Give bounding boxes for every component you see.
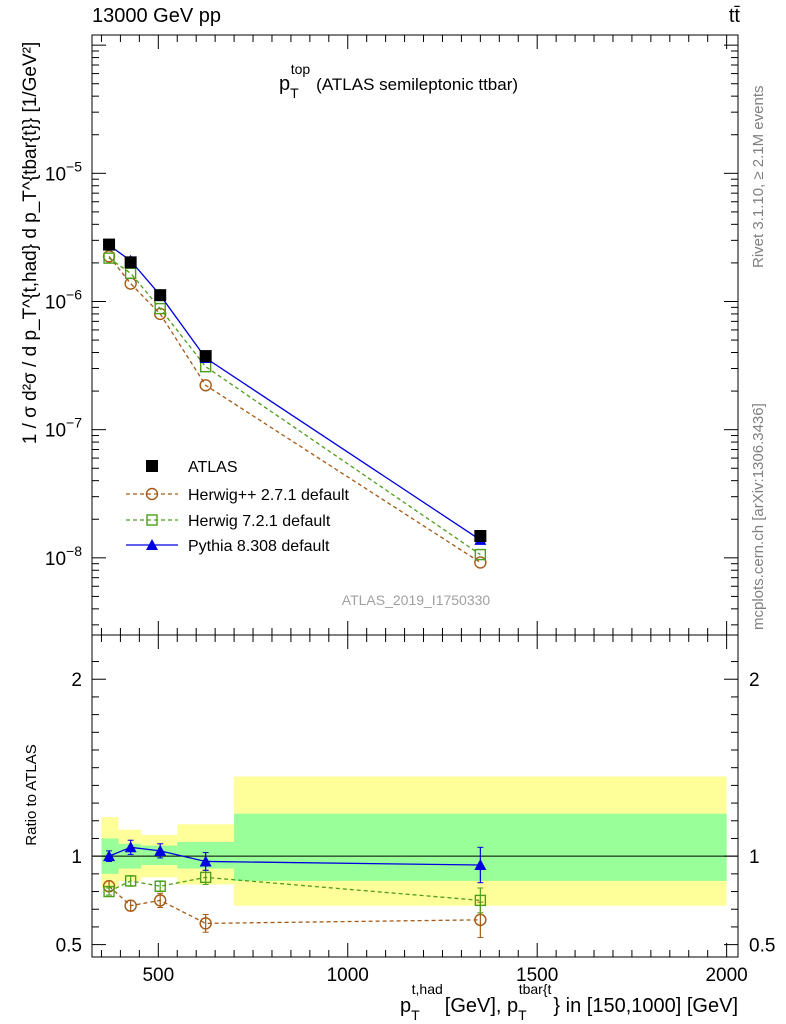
x-tick-label: 2000 <box>705 965 747 986</box>
header-right: tt̄ <box>729 5 741 27</box>
data-point-1 <box>199 379 212 392</box>
ratio-xlabel: pTt,had[GeV], pTtbar{t} in [150,1000] [G… <box>400 981 738 1023</box>
x-tick-label: 1000 <box>327 965 369 986</box>
ratio-y-tick-label: 1 <box>71 847 82 868</box>
data-point-1 <box>474 556 487 569</box>
xlabel-sup2: tbar{t <box>519 981 552 997</box>
xlabel-p1: p <box>400 995 411 1017</box>
legend-label: Pythia 8.308 default <box>188 538 330 555</box>
y-tick-base: 10 <box>45 164 66 185</box>
ratio-point-0 <box>153 894 167 907</box>
ratio-y-tick-label: 2 <box>749 670 760 691</box>
xlabel-mid: [GeV], p <box>445 995 518 1017</box>
y-tick-exp: −6 <box>66 286 82 302</box>
y-tick-base: 10 <box>45 292 66 313</box>
data-point-0 <box>199 350 212 363</box>
title-sub: T <box>290 85 299 101</box>
ratio-point-2 <box>474 859 487 870</box>
ratio-point-0 <box>474 913 487 927</box>
data-point-1 <box>124 277 137 290</box>
x-tick-label: 500 <box>142 965 174 986</box>
ratio-y-tick-label: 1 <box>749 847 760 868</box>
data-point-2 <box>154 302 166 315</box>
y-tick-base: 10 <box>45 421 66 442</box>
ratio-series <box>102 839 487 939</box>
y-tick-label: 10−5 <box>45 158 82 185</box>
ratio-ylabel: Ratio to ATLAS <box>23 744 40 845</box>
data-point-2 <box>103 252 115 264</box>
xlabel-sup1: t,had <box>412 981 443 997</box>
x-tick-label: 1500 <box>516 965 558 986</box>
title-p: p <box>279 73 290 95</box>
y-tick-label: 10−7 <box>45 415 82 442</box>
xlabel-rest-text: in [150,1000] [GeV] <box>566 995 738 1017</box>
ratio-point-1 <box>474 894 487 907</box>
legend-label: ATLAS <box>188 459 238 476</box>
watermark: ATLAS_2019_I1750330 <box>342 592 491 608</box>
data-point-0 <box>154 289 167 302</box>
ratio-y-tick-label: 0.5 <box>749 936 775 957</box>
header-left: 13000 GeV pp <box>92 5 221 27</box>
data-point-2 <box>474 548 487 561</box>
y-tick-base: 10 <box>45 549 66 570</box>
ratio-point-1 <box>199 871 212 884</box>
ratio-point-1 <box>124 875 137 887</box>
data-point-0 <box>474 530 487 543</box>
data-point-0 <box>124 256 137 269</box>
ratio-line-1 <box>108 876 481 902</box>
legend: ATLAS Herwig++ 2.7.1 default Herwig 7.2.1 … <box>126 459 350 555</box>
ratio-y-tick-label: 2 <box>71 670 82 691</box>
ratio-point-1 <box>154 880 166 892</box>
ratio-panel: 0.5 0.5 1 1 2 2 500 1000 1500 2000 Ratio to ATLAS… <box>23 634 775 1023</box>
legend-marker <box>146 514 158 526</box>
main-ticks: 10−810−710−610−5 <box>45 35 738 635</box>
series-line-2 <box>108 257 481 556</box>
ratio-point-1 <box>103 885 115 898</box>
y-tick-exp: −5 <box>66 158 82 174</box>
legend-label: Herwig 7.2.1 default <box>188 513 331 530</box>
y-tick-exp: −8 <box>66 543 82 559</box>
y-tick-exp: −7 <box>66 415 82 431</box>
title-sup: top <box>291 61 311 77</box>
main-series <box>102 238 487 569</box>
xlabel-sub1: T <box>411 1007 420 1023</box>
y-tick-label: 10−8 <box>45 543 82 570</box>
xlabel-sub2: T <box>518 1007 527 1023</box>
legend-label: Herwig++ 2.7.1 default <box>188 487 350 504</box>
ratio-point-2 <box>103 850 116 862</box>
y-tick-label: 10−6 <box>45 286 82 313</box>
main-title: pTtop (ATLAS semileptonic ttbar) <box>279 61 518 101</box>
ratio-bands <box>92 776 738 906</box>
title-rest: (ATLAS semileptonic ttbar) <box>316 75 518 94</box>
main-ylabel: 1 / σ d²σ / d p_T^{t,had} d p_T^{tbar{t}… <box>20 42 41 445</box>
ratio-point-0 <box>124 899 137 912</box>
legend-marker <box>146 539 158 550</box>
ratio-point-2 <box>199 855 212 867</box>
ratio-frame <box>91 634 739 958</box>
ratio-point-2 <box>154 844 167 856</box>
main-panel: 10−810−710−610−5 pTtop(ATLAS semileptoni… <box>20 34 739 636</box>
legend-marker <box>146 460 158 472</box>
ratio-point-2 <box>124 841 137 853</box>
ratio-ticks: 0.5 0.5 1 1 2 2 500 1000 1500 2000 <box>56 635 775 986</box>
data-point-0 <box>103 238 116 251</box>
xlabel-rest: } <box>553 995 565 1017</box>
rivet-label: Rivet 3.1.10, ≥ 2.1M events <box>750 86 767 269</box>
ratio-y-tick-label: 0.5 <box>56 936 82 957</box>
legend-marker <box>145 487 159 501</box>
mcplots-label: mcplots.cern.ch [arXiv:1306.3436] <box>750 403 767 630</box>
ratio-point-0 <box>199 917 212 930</box>
